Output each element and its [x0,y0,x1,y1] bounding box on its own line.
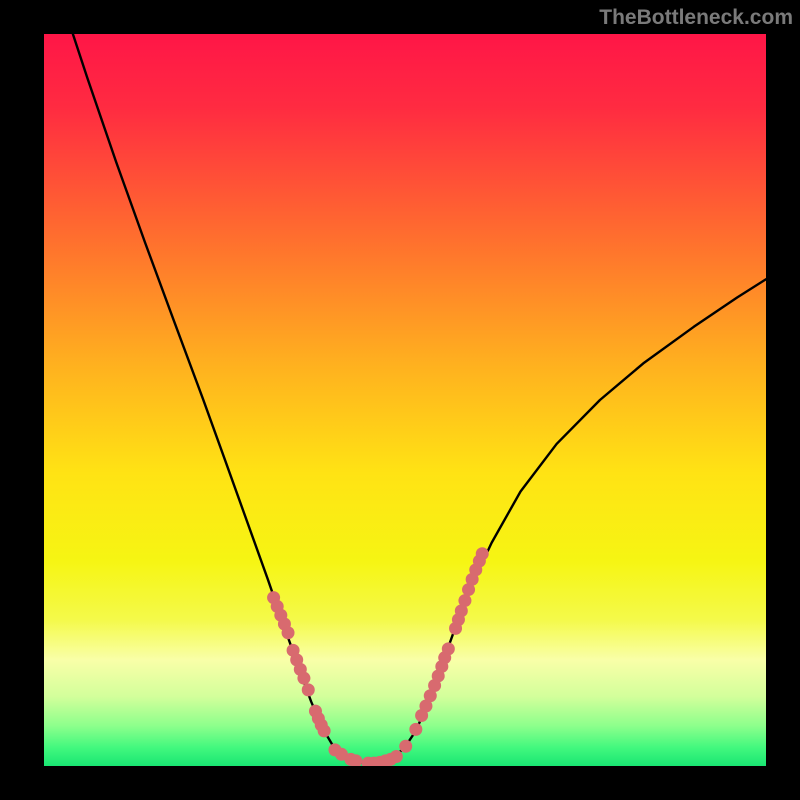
data-dot-left [297,672,310,685]
data-dot-bottom [399,740,412,753]
chart-svg [40,30,770,770]
data-dot-right [476,547,489,560]
data-dot-right [409,723,422,736]
data-dot-left [302,683,315,696]
data-dot-right [442,642,455,655]
plot-area [40,30,770,770]
data-dot-left [318,724,331,737]
chart-stage: TheBottleneck.com [0,0,800,800]
data-dot-bottom [349,754,362,767]
data-dot-left [282,626,295,639]
watermark-text: TheBottleneck.com [599,6,793,30]
data-dot-bottom [390,750,403,763]
